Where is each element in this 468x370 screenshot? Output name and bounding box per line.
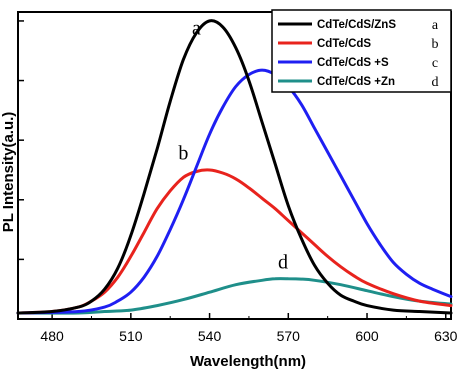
plot-frame [17,11,452,320]
x-tick-label: 600 [355,328,379,344]
x-tick-label: 570 [277,328,301,344]
legend-label-a: CdTe/CdS/ZnS [317,19,396,31]
x-tick-label: 540 [198,328,222,344]
legend-label-d: CdTe/CdS +Zn [317,76,395,88]
x-tick-label: 510 [119,328,143,344]
series-line-a [16,19,453,315]
x-axis-title: Wavelength(nm) [190,353,306,370]
legend-letter-c: c [432,56,438,71]
series-line-d [16,277,453,315]
curve-label-d: d [278,251,288,273]
y-axis-title: PL Intensity(a.u.) [0,112,17,233]
x-tick-label: 480 [40,328,64,344]
legend-letter-b: b [432,37,439,52]
legend: CdTe/CdS/ZnS a CdTe/CdS b CdTe/CdS +S c CdTe/C… [271,9,452,93]
legend-letter-a: a [432,18,439,33]
legend-letter-d: d [432,75,439,90]
x-axis-ticks: 480 510 540 570 600 630 [40,313,458,344]
legend-label-c: CdTe/CdS +S [317,57,389,69]
x-tick-label: 630 [434,328,458,344]
series-line-b [16,168,453,315]
curve-label-a: a [192,17,201,39]
series-line-c [16,68,453,315]
series-curves [16,19,453,315]
y-axis-ticks [18,20,24,261]
legend-label-b: CdTe/CdS [317,38,371,50]
curve-label-b: b [178,143,188,165]
